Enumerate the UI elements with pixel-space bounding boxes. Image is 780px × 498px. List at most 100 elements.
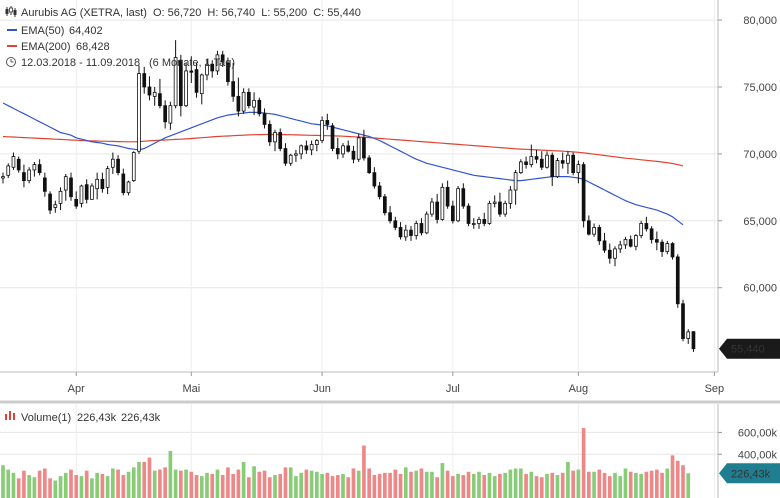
candle (262, 108, 267, 129)
candle (555, 157, 560, 178)
candle (398, 222, 403, 240)
candle (628, 235, 633, 248)
volume-bar (419, 468, 424, 498)
volume-bar (377, 473, 382, 498)
volume-bar (6, 469, 11, 498)
volume-bar (665, 468, 670, 498)
candle-body (205, 63, 209, 76)
volume-bar (403, 467, 408, 498)
candle-body (607, 249, 612, 259)
candle (409, 226, 413, 241)
price-tick-label: 60,000 (743, 283, 777, 295)
volume-bar (131, 467, 136, 498)
candle (581, 161, 586, 228)
candle (241, 88, 246, 114)
volume-bar (649, 470, 654, 498)
volume-bar (430, 471, 434, 498)
candle-body (179, 59, 183, 107)
candle (498, 192, 502, 217)
candle-body (142, 73, 147, 88)
volume-bar (22, 470, 26, 498)
candle (226, 57, 230, 86)
candle-body (121, 173, 126, 194)
candle (403, 224, 408, 241)
candle-body (231, 81, 235, 97)
volume-bar (550, 472, 555, 498)
candle (283, 143, 288, 166)
candle (48, 191, 52, 215)
volume-gridlines (0, 431, 718, 455)
candle (16, 156, 21, 173)
candle-body (320, 120, 324, 141)
candle (74, 191, 79, 209)
volume-bar (513, 468, 518, 498)
candle-body (299, 145, 303, 155)
volume-bar (210, 473, 215, 498)
candle (257, 97, 262, 117)
volume-bar (320, 473, 324, 498)
candle (330, 123, 335, 152)
candle (393, 216, 398, 231)
price-panel[interactable] (0, 0, 718, 372)
volume-bar (315, 471, 319, 498)
volume-bar (566, 461, 570, 498)
candle-body (623, 239, 628, 246)
volume-panel[interactable] (0, 404, 718, 498)
candle-body (492, 201, 497, 204)
candle-body (304, 145, 309, 151)
candle (576, 160, 581, 184)
volume-bar (592, 471, 596, 498)
candle (315, 139, 319, 152)
candle (152, 86, 157, 106)
candle (660, 239, 664, 257)
candle-body (503, 202, 507, 215)
candle-body (393, 220, 398, 228)
candle-body (613, 248, 617, 259)
ema50-line (2, 102, 684, 226)
volume-bar (482, 475, 487, 498)
volume-bar (257, 471, 262, 498)
volume-bar (152, 470, 157, 498)
candle-body (32, 164, 37, 171)
price-badge: 55,440 (719, 338, 780, 359)
candle-body (529, 156, 534, 165)
candle (179, 54, 183, 117)
candle (273, 129, 277, 152)
candle-body (147, 86, 152, 96)
volume-bar (346, 477, 351, 498)
candle (69, 172, 73, 201)
candle (205, 58, 209, 81)
candle-body (43, 177, 47, 192)
candle-body (126, 181, 131, 194)
candlesticks (1, 40, 696, 352)
candle-body (466, 205, 471, 224)
volume-bar (618, 476, 623, 498)
candle (571, 152, 575, 176)
volume-legend-value-red: 226,43k (77, 412, 117, 424)
ema50-legend-value: 64,402 (69, 25, 103, 37)
volume-bar (27, 475, 31, 498)
candle-body (84, 184, 89, 200)
candle-body (681, 303, 685, 339)
volume-bar (634, 472, 638, 498)
candle (90, 183, 94, 200)
candle-body (602, 240, 607, 251)
candle-body (461, 188, 466, 207)
volume-bar (675, 460, 680, 498)
candle-body (482, 219, 487, 224)
ema50-legend-label: EMA(50) (21, 25, 64, 37)
month-gridlines (75, 0, 715, 372)
volume-bar (121, 475, 126, 498)
volume-bar (571, 470, 575, 498)
volume-bar (16, 478, 21, 498)
candle (477, 216, 481, 229)
candle-body (362, 137, 366, 159)
candle (566, 151, 570, 174)
candle (451, 200, 455, 224)
x-axis-month-labels: Apr Mai Jun Jul Aug Sep (68, 372, 724, 395)
candle-body (252, 99, 256, 108)
volume-bar (681, 465, 685, 498)
candle-body (294, 153, 298, 156)
volume-bar (90, 478, 94, 498)
candle-body (550, 154, 555, 178)
